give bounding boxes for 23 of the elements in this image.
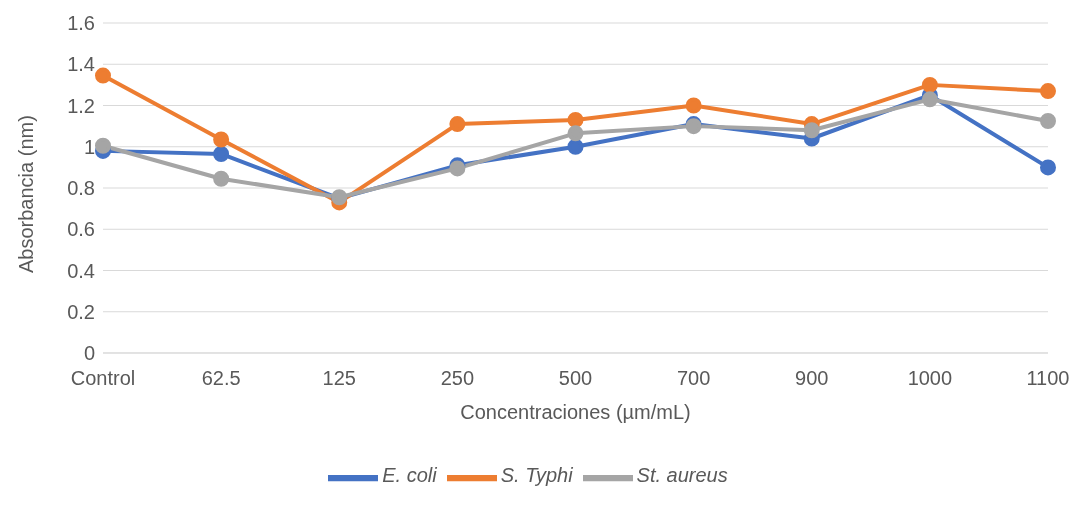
x-tick-label: 700 bbox=[676, 367, 711, 390]
y-tick-label: 0.6 bbox=[67, 218, 95, 241]
y-tick-label: 0.4 bbox=[67, 259, 95, 282]
y-tick-label: 1.6 bbox=[67, 12, 95, 35]
legend-label: St. aureus bbox=[636, 464, 728, 487]
y-tick-label: 0.2 bbox=[67, 300, 95, 323]
x-tick-label: Control bbox=[70, 367, 136, 390]
legend-label: E. coli bbox=[382, 464, 437, 487]
x-axis-title: Concentraciones (µm/mL) bbox=[460, 401, 691, 423]
x-tick-label: 250 bbox=[440, 367, 475, 390]
x-tick-label: 900 bbox=[795, 367, 829, 390]
legend-label: S. Typhi bbox=[500, 464, 573, 487]
y-tick-label: 1.2 bbox=[67, 94, 95, 117]
x-tick-label: 125 bbox=[322, 367, 356, 390]
y-tick-label: 1 bbox=[83, 135, 95, 158]
x-tick-label: 62.5 bbox=[201, 367, 241, 390]
x-tick-label: 1000 bbox=[907, 367, 953, 390]
y-axis-title: Absorbancia (nm) bbox=[15, 115, 38, 273]
x-tick-label: 500 bbox=[558, 367, 593, 390]
y-tick-label: 1.4 bbox=[67, 53, 95, 76]
y-tick-label: 0 bbox=[83, 342, 95, 365]
y-tick-label: 0.8 bbox=[67, 177, 95, 200]
x-tick-label: 1100 bbox=[1026, 367, 1070, 390]
